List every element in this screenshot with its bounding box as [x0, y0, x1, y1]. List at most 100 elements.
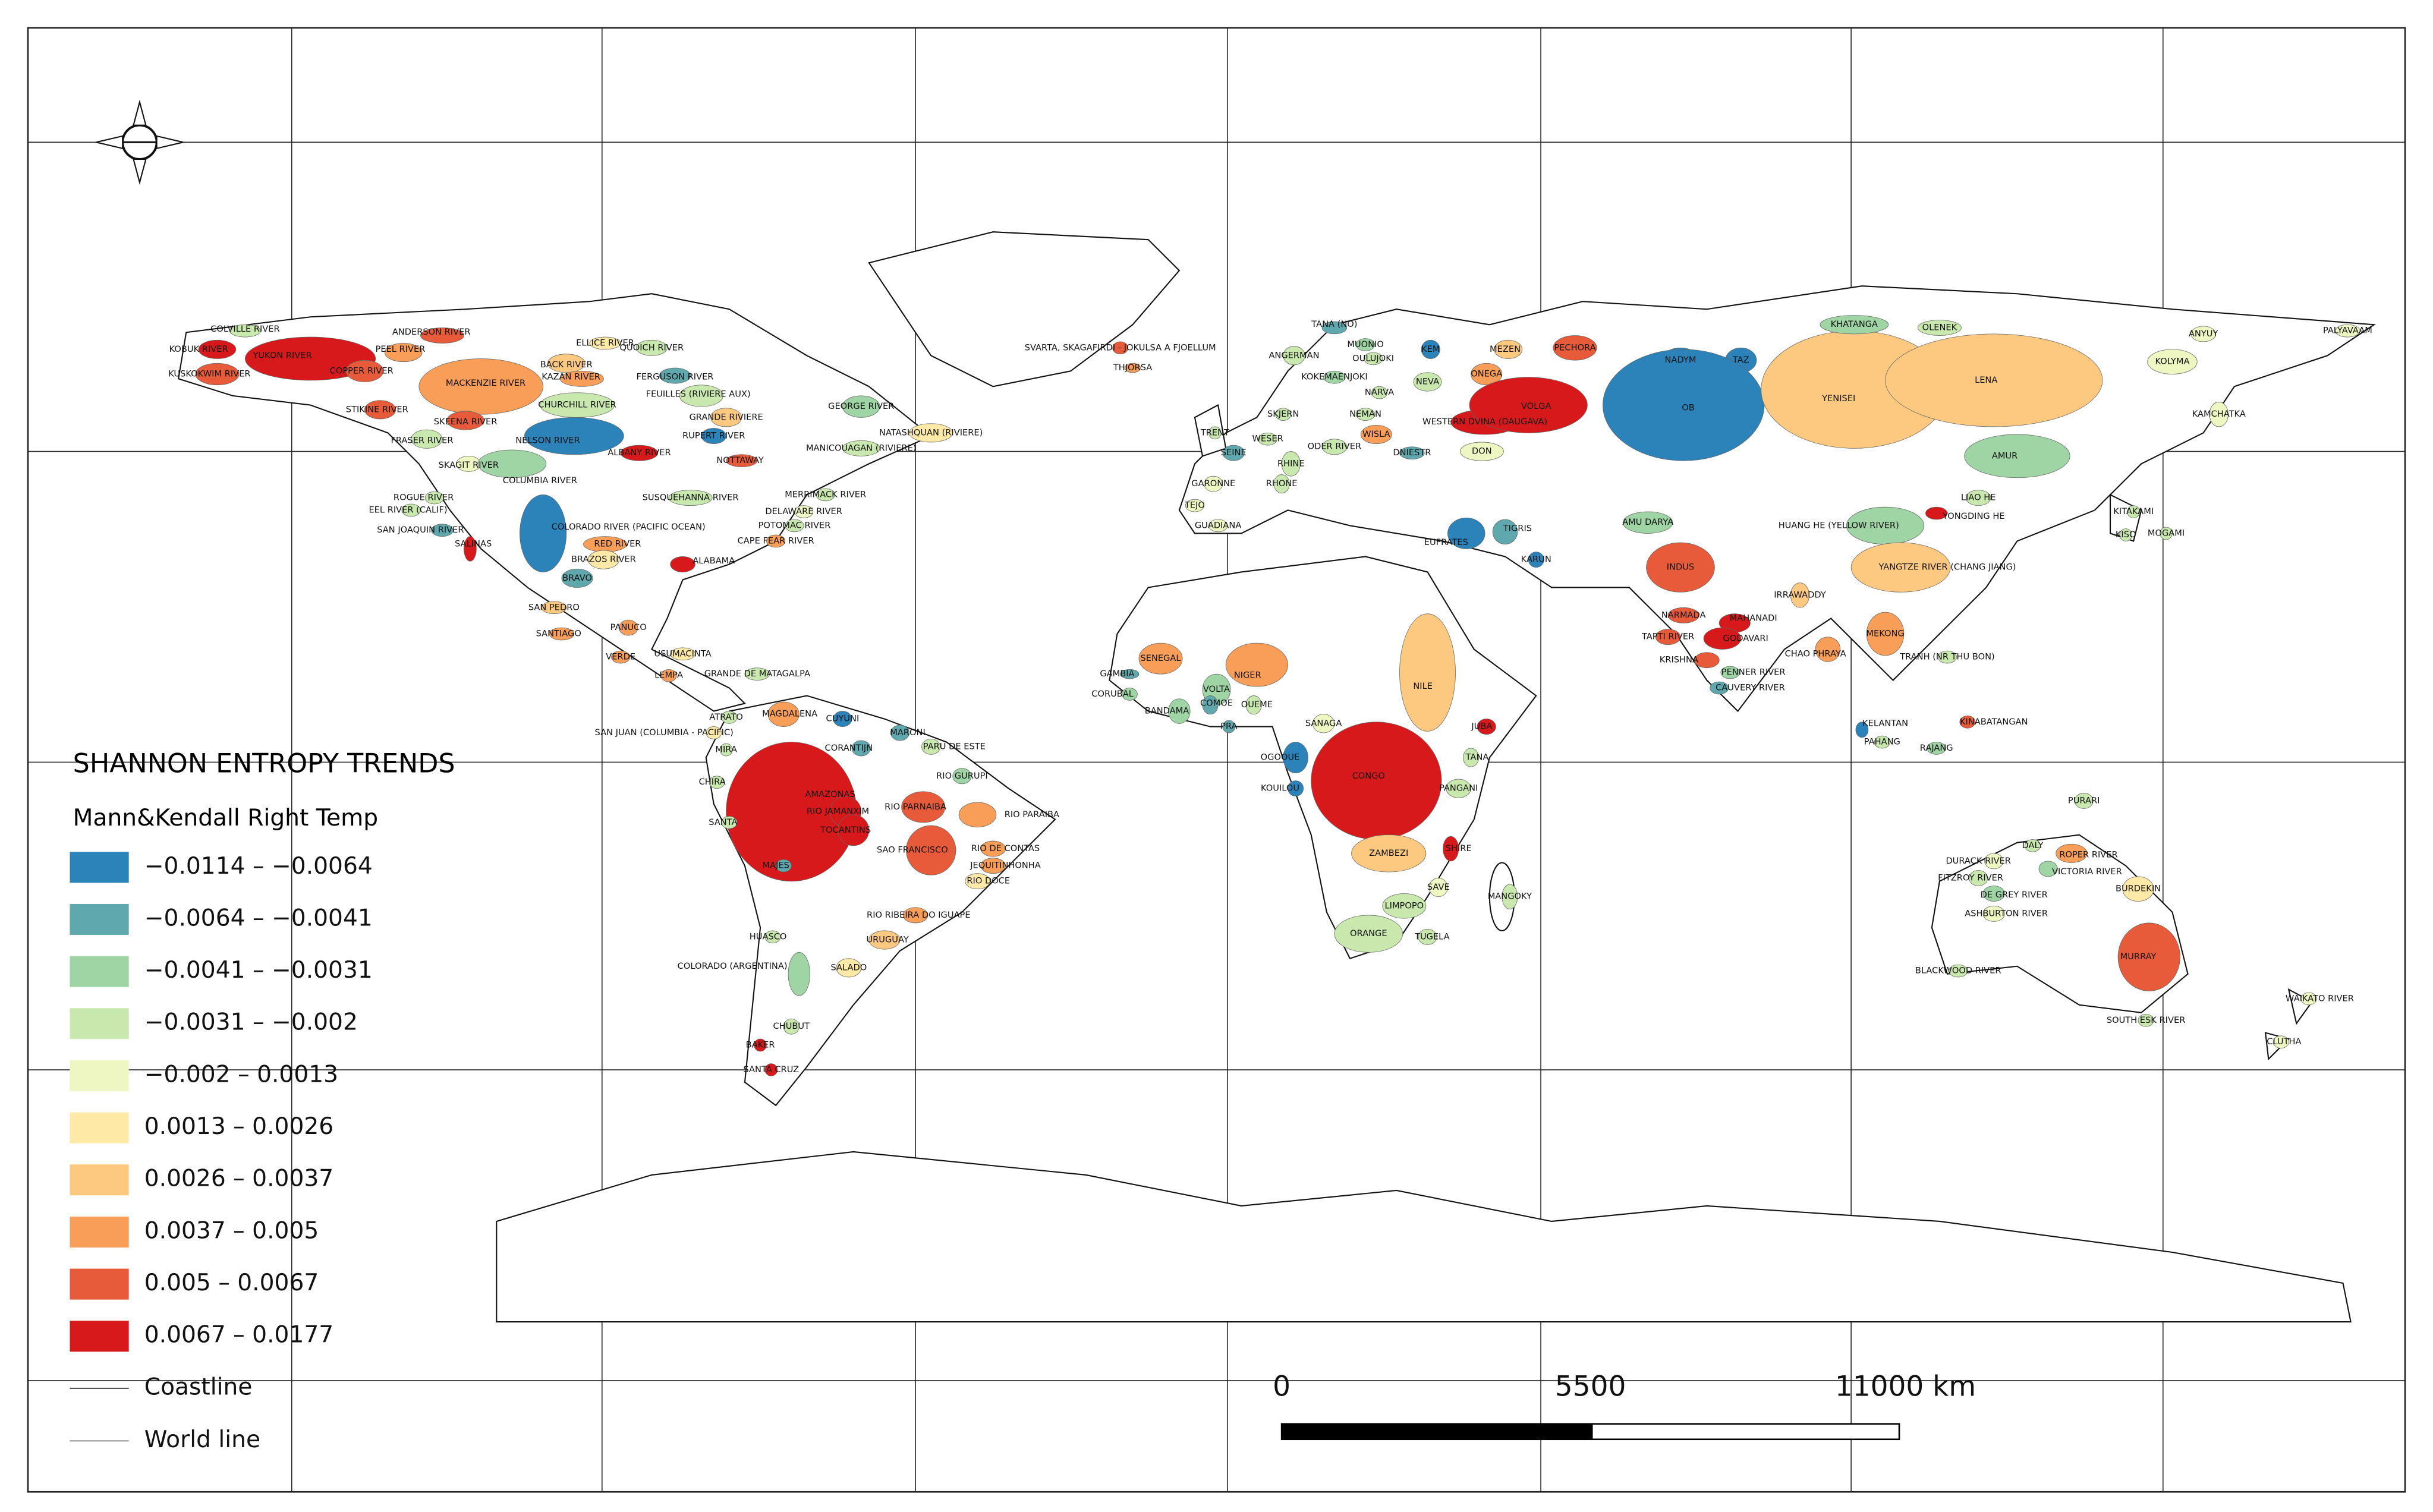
basin: [660, 669, 677, 682]
basin-label: MANGOKY: [1488, 892, 1532, 902]
basin-label: SAO FRANCISCO: [877, 845, 948, 855]
basin: [1694, 652, 1720, 669]
basin: [464, 536, 477, 562]
basin-label: BURDEKIN: [2116, 884, 2161, 894]
basin: [709, 776, 725, 789]
basin: [1885, 333, 2103, 427]
basin-label: RED RIVER: [594, 539, 641, 549]
basin: [670, 556, 695, 572]
legend-swatch: [70, 956, 129, 987]
basin: [764, 930, 781, 944]
basin-label: RIO JAMANXIM: [807, 807, 869, 817]
basin: [744, 667, 770, 681]
basin-label: MUONIO: [1347, 339, 1384, 349]
basin-label: NARVA: [1365, 388, 1394, 398]
legend-label: −0.0064 – −0.0041: [144, 905, 373, 931]
basin-label: KITAKAMI: [2113, 506, 2154, 516]
basin: [1790, 582, 1810, 608]
basin: [1428, 878, 1448, 897]
basin: [909, 423, 953, 443]
basin: [1321, 439, 1348, 455]
basin: [1413, 372, 1442, 392]
legend-label: 0.0013 – 0.0026: [144, 1113, 333, 1140]
basin: [1471, 363, 1503, 386]
basin: [559, 370, 604, 387]
basin: [424, 491, 444, 505]
basin-label: KARUN: [1521, 555, 1551, 565]
basin-label: CORUBAL: [1091, 689, 1134, 699]
basin: [1964, 434, 2070, 478]
basin-label: SAVE: [1427, 882, 1450, 892]
basin-label: OULUJOKI: [1352, 354, 1394, 364]
legend-label: 0.0067 – 0.0177: [144, 1322, 333, 1349]
basin: [420, 327, 464, 344]
basin: [838, 814, 870, 846]
basin-label: QUOICH RIVER: [620, 342, 684, 352]
basin: [1120, 669, 1140, 679]
basin: [785, 519, 804, 533]
basin-label: KRISHNA: [1660, 655, 1698, 665]
basin: [547, 354, 586, 373]
basin-label: GEORGE RIVER: [828, 401, 894, 411]
basin: [1208, 426, 1222, 440]
basin: [345, 360, 384, 382]
basin-label: CONGO: [1352, 771, 1385, 781]
basin: [1820, 315, 1889, 335]
basin-label: IRRAWADDY: [1774, 590, 1826, 600]
basin-label: HUASCO: [750, 931, 787, 941]
basin-label: EUFRATES: [1424, 537, 1468, 547]
basin: [1121, 688, 1138, 701]
basin: [2147, 349, 2198, 374]
basin-label: PEEL RIVER: [376, 344, 426, 354]
basin: [921, 738, 941, 755]
basin: [890, 724, 910, 741]
legend-label: World line: [144, 1426, 260, 1453]
basin-label: MEKONG: [1866, 629, 1904, 639]
basin-label: RIO PARNAIBA: [885, 802, 946, 812]
basin: [2074, 793, 2094, 809]
basin-label: KAZAN RIVER: [542, 372, 600, 382]
basin-label: THJORSA: [1113, 363, 1152, 373]
basin-label: VERDE: [606, 652, 635, 662]
basin: [589, 336, 621, 350]
basin-label: PECHORA: [1554, 342, 1595, 352]
basin-label: RIO DE CONTAS: [971, 843, 1040, 853]
basin: [1710, 681, 1729, 695]
basin-label: NATASHQUAN (RIVIERE): [879, 427, 983, 437]
basin: [851, 740, 871, 757]
basin-label: KOKEMAENJOKI: [1301, 372, 1368, 382]
basin: [766, 534, 786, 548]
legend-swatch: [70, 1268, 129, 1300]
basin-label: KOUILOU: [1261, 783, 1299, 793]
basin-label: GRANDE DE MATAGALPA: [704, 669, 810, 679]
basin-label: PALYAVAAM: [2323, 326, 2372, 336]
basin: [842, 440, 880, 456]
basin-label: RIO PARAIBA: [1005, 809, 1059, 820]
basin: [635, 339, 668, 356]
basin-label: TANA: [1465, 752, 1489, 763]
basin-label: COPPER RIVER: [330, 366, 394, 376]
basin-label: WESTERN DVINA (DAUGAVA): [1422, 417, 1547, 427]
basin: [619, 619, 638, 636]
basin-label: ANDERSON RIVER: [392, 327, 471, 337]
basin: [2025, 839, 2041, 852]
basin-label: OUEME: [1241, 700, 1273, 710]
legend-swatch: [70, 1060, 129, 1091]
basin: [1477, 719, 1496, 735]
legend-swatch: [70, 1321, 129, 1352]
basin-label: KHATANGA: [1831, 319, 1878, 329]
basin-label: HUANG HE (YELLOW RIVER): [1779, 520, 1899, 530]
basin-label: MANICOUAGAN (RIVIERE): [806, 443, 917, 453]
basin: [952, 768, 972, 785]
basin-label: STIKINE RIVER: [346, 404, 408, 414]
basin: [868, 930, 901, 950]
basin-label: SALINAS: [455, 539, 492, 549]
basin: [1469, 377, 1588, 433]
scale-label: 0: [1273, 1370, 1291, 1403]
basin: [1984, 853, 2004, 870]
basin: [418, 358, 544, 415]
basin: [1937, 650, 1957, 664]
legend: −0.0114 – −0.0064 −0.0064 – −0.0041 −0.004…: [70, 852, 373, 1453]
basin-label: COLORADO (ARGENTINA): [678, 961, 788, 971]
basin: [706, 726, 722, 739]
